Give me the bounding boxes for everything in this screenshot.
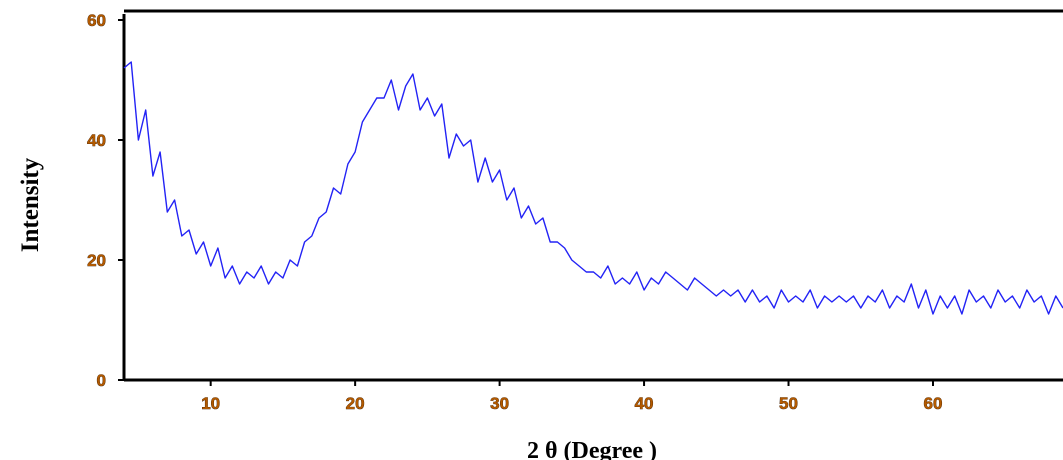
x-tick-label: 20	[346, 394, 365, 413]
x-tick-label: 10	[201, 394, 220, 413]
x-ticks: 10 20 30 40 50 60	[201, 380, 943, 413]
y-ticks: 0 20 40 60	[87, 11, 124, 390]
x-tick-label: 40	[635, 394, 654, 413]
y-tick-label: 0	[97, 371, 106, 390]
x-tick-label: 30	[490, 394, 509, 413]
series-group	[123, 61, 1063, 315]
x-tick-label: 50	[779, 394, 798, 413]
y-tick-label: 40	[87, 131, 106, 150]
y-tick-label: 60	[87, 11, 106, 30]
axes	[122, 9, 1063, 382]
y-tick-label: 20	[87, 251, 106, 270]
y-axis-title: Intensity	[17, 157, 44, 252]
series-line	[123, 61, 1063, 315]
x-tick-label: 60	[924, 394, 943, 413]
x-axis-title: 2 θ (Degree )	[527, 438, 657, 460]
